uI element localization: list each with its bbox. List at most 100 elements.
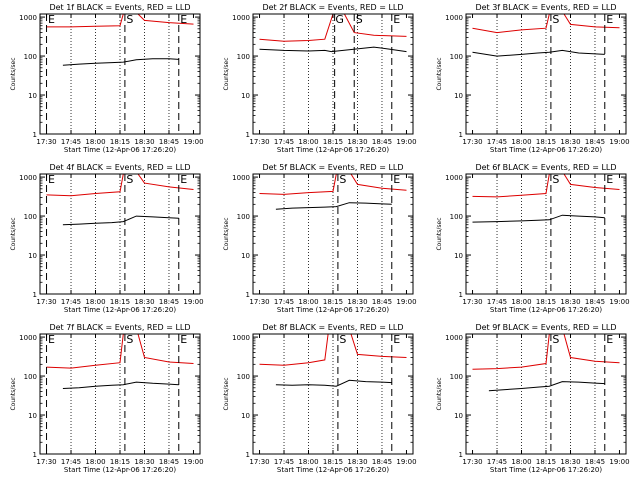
- x-tick-label: 19:00: [609, 458, 629, 466]
- event-marker-label: E: [180, 173, 187, 186]
- x-tick-label: 17:30: [462, 138, 482, 146]
- y-axis-label: Counts/sec: [223, 377, 230, 410]
- event-marker-label: E: [180, 13, 187, 26]
- y-axis-label: Counts/sec: [10, 377, 17, 410]
- series-line-events: [275, 202, 392, 210]
- x-tick-label: 18:30: [134, 138, 154, 146]
- series-line-events: [472, 214, 605, 223]
- y-tick-label: 10: [454, 92, 463, 100]
- chart-title: Det 3f BLACK = Events, RED = LLD: [475, 3, 616, 12]
- event-marker-label: S: [552, 333, 559, 346]
- chart-title: Det 7f BLACK = Events, RED = LLD: [49, 323, 190, 332]
- x-tick-label: 18:15: [536, 138, 556, 146]
- x-tick-label: 18:15: [536, 298, 556, 306]
- x-tick-label: 17:45: [487, 458, 507, 466]
- y-tick-label: 100: [237, 213, 250, 221]
- y-tick-label: 10: [241, 252, 250, 260]
- x-tick-label: 17:45: [487, 138, 507, 146]
- x-tick-label: 18:30: [560, 298, 580, 306]
- y-tick-label: 100: [237, 373, 250, 381]
- event-marker-label: E: [180, 333, 187, 346]
- event-marker-label: S: [339, 333, 346, 346]
- x-axis-label: Start Time (12-Apr-06 17:26:20): [64, 306, 176, 314]
- series-line-events: [472, 49, 605, 57]
- x-tick-label: 19:00: [609, 298, 629, 306]
- x-tick-label: 17:30: [36, 298, 56, 306]
- series-line-lld: [46, 333, 194, 369]
- x-tick-label: 17:45: [61, 138, 81, 146]
- x-tick-label: 19:00: [609, 138, 629, 146]
- y-axis-label: Counts/sec: [436, 217, 443, 250]
- chart-title: Det 8f BLACK = Events, RED = LLD: [262, 323, 403, 332]
- x-tick-label: 18:45: [159, 138, 179, 146]
- y-tick-label: 1000: [232, 174, 250, 182]
- y-axis-label: Counts/sec: [10, 217, 17, 250]
- y-tick-label: 10: [28, 252, 37, 260]
- y-tick-label: 100: [24, 53, 37, 61]
- event-marker-label: E: [393, 13, 400, 26]
- y-tick-label: 100: [450, 373, 463, 381]
- y-tick-label: 100: [24, 373, 37, 381]
- x-tick-label: 18:00: [511, 298, 531, 306]
- y-axis-label: Counts/sec: [436, 377, 443, 410]
- y-axis-label: Counts/sec: [436, 57, 443, 90]
- y-tick-label: 1: [33, 131, 37, 139]
- series-line-lld: [472, 333, 620, 370]
- x-axis-label: Start Time (12-Apr-06 17:26:20): [277, 466, 389, 474]
- event-marker-label: E: [48, 173, 55, 186]
- y-axis-label: Counts/sec: [10, 57, 17, 90]
- x-tick-label: 19:00: [183, 458, 203, 466]
- x-tick-label: 17:45: [487, 298, 507, 306]
- x-tick-label: 17:45: [61, 298, 81, 306]
- event-marker-label: S: [126, 333, 133, 346]
- chart-title: Det 9f BLACK = Events, RED = LLD: [475, 323, 616, 332]
- x-tick-label: 18:45: [372, 138, 392, 146]
- x-tick-label: 18:15: [110, 458, 130, 466]
- x-tick-label: 18:45: [372, 458, 392, 466]
- series-line-events: [488, 381, 605, 392]
- x-tick-label: 18:00: [511, 458, 531, 466]
- event-marker-label: E: [393, 173, 400, 186]
- event-marker-label: E: [393, 333, 400, 346]
- x-tick-label: 17:30: [36, 458, 56, 466]
- x-tick-label: 17:45: [274, 138, 294, 146]
- event-marker-label: E: [48, 13, 55, 26]
- chart-title: Det 5f BLACK = Events, RED = LLD: [262, 163, 403, 172]
- y-tick-label: 1: [459, 131, 463, 139]
- x-tick-label: 18:30: [560, 138, 580, 146]
- x-axis-label: Start Time (12-Apr-06 17:26:20): [277, 306, 389, 314]
- event-marker-label: E: [606, 333, 613, 346]
- event-marker-label: S: [126, 13, 133, 26]
- x-tick-label: 19:00: [183, 138, 203, 146]
- event-marker-label: E: [606, 13, 613, 26]
- x-axis-label: Start Time (12-Apr-06 17:26:20): [64, 146, 176, 154]
- x-tick-label: 19:00: [396, 298, 416, 306]
- y-tick-label: 1000: [19, 174, 37, 182]
- chart-title: Det 2f BLACK = Events, RED = LLD: [262, 3, 403, 12]
- y-tick-label: 1: [33, 451, 37, 459]
- event-marker-label: E: [606, 173, 613, 186]
- y-tick-label: 10: [241, 412, 250, 420]
- x-tick-label: 17:30: [36, 138, 56, 146]
- x-tick-label: 18:00: [85, 458, 105, 466]
- x-tick-label: 19:00: [396, 138, 416, 146]
- x-tick-label: 17:30: [462, 458, 482, 466]
- x-tick-label: 18:00: [511, 138, 531, 146]
- x-tick-label: 18:45: [372, 298, 392, 306]
- x-tick-label: 18:45: [585, 298, 605, 306]
- event-marker-label: S: [356, 13, 363, 26]
- x-tick-label: 18:15: [323, 458, 343, 466]
- y-tick-label: 1: [459, 291, 463, 299]
- x-axis-label: Start Time (12-Apr-06 17:26:20): [277, 146, 389, 154]
- x-axis-label: Start Time (12-Apr-06 17:26:20): [490, 306, 602, 314]
- y-tick-label: 1: [459, 451, 463, 459]
- x-tick-label: 17:45: [274, 458, 294, 466]
- series-line-events: [62, 215, 179, 226]
- y-tick-label: 10: [28, 412, 37, 420]
